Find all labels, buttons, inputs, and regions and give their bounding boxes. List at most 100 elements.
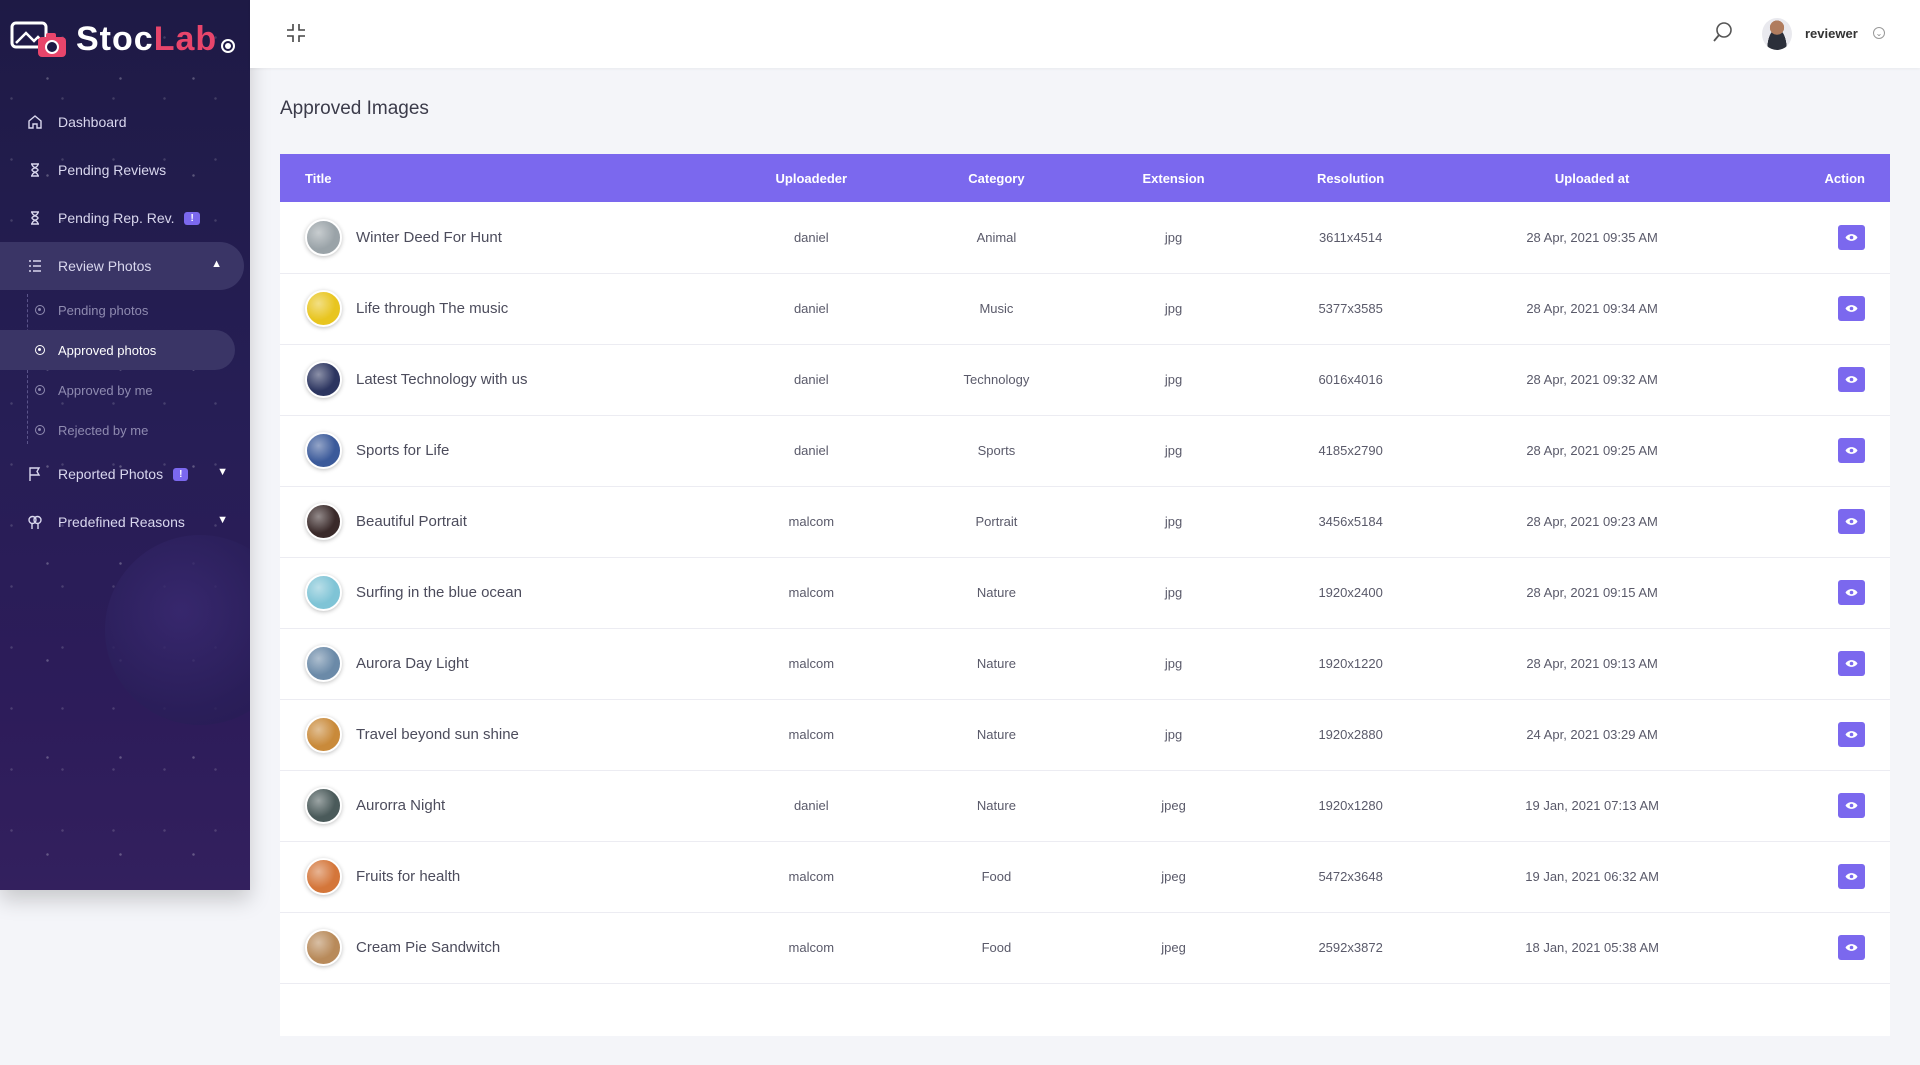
image-title[interactable]: Travel beyond sun shine [356,726,519,743]
image-title[interactable]: Aurora Day Light [356,655,469,672]
image-title[interactable]: Aurorra Night [356,797,446,814]
camera-gallery-icon [10,21,66,57]
hourglass-icon [26,161,44,179]
cell-uploaded-at: 28 Apr, 2021 09:25 AM [1526,443,1658,458]
view-button[interactable] [1838,224,1865,250]
cell-uploaded-at: 28 Apr, 2021 09:32 AM [1526,372,1658,387]
cell-uploaded-at: 28 Apr, 2021 09:13 AM [1526,656,1658,671]
image-thumbnail[interactable] [305,503,342,540]
sidebar-item-review-photos[interactable]: Review Photos ▲ [0,242,244,290]
view-button[interactable] [1838,438,1865,463]
circle-bullet-icon [35,345,45,355]
view-button[interactable] [1838,935,1865,960]
title-wrap: Travel beyond sun shine [305,716,715,753]
table-row: Winter Deed For Hunt daniel Animal jpg 3611x… [280,202,1890,273]
cell-extension: jpg [1164,656,1183,671]
collapse-icon[interactable] [286,23,306,43]
submenu-item-label: Pending photos [58,302,149,318]
image-title[interactable]: Surfing in the blue ocean [356,584,522,601]
cell-action [1745,770,1890,841]
cell-title: Winter Deed For Hunt [280,202,715,273]
image-title[interactable]: Winter Deed For Hunt [356,228,502,246]
view-button[interactable] [1838,367,1865,392]
title-wrap: Fruits for health [305,858,715,895]
cell-category: Sports [977,443,1016,458]
cell-action [1745,273,1890,344]
column-header-uploaded-at: Uploaded at [1554,170,1630,186]
image-thumbnail[interactable] [305,929,342,966]
table-row: Cream Pie Sandwitch malcom Food jpeg 2592x38… [280,912,1890,983]
image-title[interactable]: Fruits for health [356,868,461,885]
cell-extension: jpg [1164,301,1183,316]
table-row: Travel beyond sun shine malcom Nature jpg 19… [280,699,1890,770]
brand-dot-icon [221,39,236,53]
chevron-up-icon[interactable]: ▲ [211,258,222,270]
image-thumbnail[interactable] [305,574,342,611]
approved-images-table: Title Uploadeder Category Extension Reso… [280,154,1890,984]
image-title[interactable]: Life through The music [356,300,509,317]
image-thumbnail[interactable] [305,432,342,469]
image-title[interactable]: Cream Pie Sandwitch [356,939,501,956]
sidebar-item-reported-photos[interactable]: Reported Photos ! ▼ [0,450,250,498]
chevron-down-icon[interactable]: ▼ [217,466,228,478]
chevron-down-icon[interactable]: ▼ [217,514,228,526]
view-button[interactable] [1838,722,1865,747]
submenu-item-approved-by-me[interactable]: Approved by me [0,370,250,410]
eye-icon [1845,873,1858,880]
sidebar-item-label: Pending Reviews [58,162,167,178]
cell-category: Technology [963,372,1030,387]
submenu-item-approved-photos[interactable]: Approved photos [0,330,235,370]
cell-uploader: daniel [793,301,829,316]
view-button[interactable] [1838,793,1865,818]
sidebar-nav: Dashboard Pending Reviews Pending Rep. R… [0,98,250,546]
image-title[interactable]: Beautiful Portrait [356,513,467,530]
sidebar-item-pending-rep-rev[interactable]: Pending Rep. Rev. ! [0,194,250,242]
cell-title: Surfing in the blue ocean [280,557,715,628]
image-thumbnail[interactable] [305,858,342,895]
image-thumbnail[interactable] [305,645,342,682]
cell-action [1745,557,1890,628]
image-thumbnail[interactable] [305,290,342,327]
cell-action [1745,628,1890,699]
title-wrap: Life through The music [305,290,715,327]
sidebar-planet-decoration [105,535,250,725]
view-button[interactable] [1838,864,1865,889]
brand-logo[interactable]: StocLab [10,18,236,60]
avatar[interactable] [1762,18,1792,50]
cell-title: Cream Pie Sandwitch [280,912,715,983]
sidebar-item-predefined-reasons[interactable]: Predefined Reasons ▼ [0,498,250,546]
image-title[interactable]: Latest Technology with us [356,371,528,388]
title-wrap: Beautiful Portrait [305,503,715,540]
search-icon[interactable] [1712,21,1734,43]
title-wrap: Latest Technology with us [305,361,715,398]
submenu-item-rejected-by-me[interactable]: Rejected by me [0,410,250,450]
cell-title: Life through The music [280,273,715,344]
brand-name-part1: Stoc [76,19,154,58]
image-title[interactable]: Sports for Life [356,442,450,459]
image-thumbnail[interactable] [305,716,342,753]
cell-resolution: 1920x1280 [1318,798,1383,813]
view-button[interactable] [1838,509,1865,534]
view-button[interactable] [1838,296,1865,321]
title-wrap: Sports for Life [305,432,715,469]
eye-icon [1845,589,1858,596]
image-thumbnail[interactable] [305,218,342,256]
table-row: Beautiful Portrait malcom Portrait jpg 3456x… [280,486,1890,557]
cell-uploader: malcom [788,940,835,955]
user-name[interactable]: reviewer [1805,26,1858,41]
view-button[interactable] [1838,651,1865,676]
image-thumbnail[interactable] [305,361,342,398]
view-button[interactable] [1838,580,1865,605]
brand-name: StocLab [76,20,217,59]
circle-bullet-icon [35,385,45,395]
cell-uploaded-at: 28 Apr, 2021 09:35 AM [1526,229,1658,245]
cell-uploaded-at: 24 Apr, 2021 03:29 AM [1526,727,1658,742]
sidebar-item-dashboard[interactable]: Dashboard [0,98,250,146]
column-header-resolution: Resolution [1317,170,1385,186]
image-thumbnail[interactable] [305,787,342,824]
reasons-icon [26,513,44,531]
chevron-down-icon[interactable]: ⌄ [1873,27,1885,39]
submenu-item-pending-photos[interactable]: Pending photos [0,290,250,330]
eye-icon [1845,518,1858,525]
sidebar-item-pending-reviews[interactable]: Pending Reviews [0,146,250,194]
